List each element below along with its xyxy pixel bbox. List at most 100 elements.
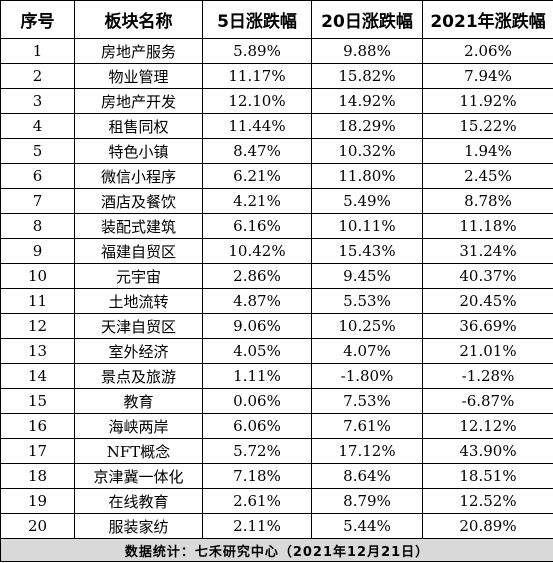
cell-sector-name: 元宇宙	[74, 263, 203, 289]
cell-2021-change: 15.22%	[422, 113, 553, 139]
cell-20day-change: 9.45%	[311, 263, 423, 289]
cell-5day-change: 5.72%	[202, 438, 312, 464]
table-body: 1 房地产服务 5.89% 9.88% 2.06% 2 物业管理 11.17% 15.82% 7.…	[0, 38, 553, 539]
cell-2021-change: -6.87%	[422, 388, 553, 414]
cell-20day-change: 10.32%	[311, 138, 423, 164]
cell-20day-change: 10.11%	[311, 213, 423, 239]
cell-20day-change: -1.80%	[311, 363, 423, 389]
table-row: 8 装配式建筑 6.16% 10.11% 11.18%	[0, 213, 553, 239]
table-row: 17 NFT概念 5.72% 17.12% 43.90%	[0, 438, 553, 464]
cell-sector-name: 海峡两岸	[74, 413, 203, 439]
cell-sector-name: 在线教育	[74, 488, 203, 514]
cell-2021-change: 7.94%	[422, 63, 553, 89]
cell-2021-change: 11.92%	[422, 88, 553, 114]
cell-index: 8	[0, 213, 75, 239]
cell-sector-name: 房地产开发	[74, 88, 203, 114]
cell-5day-change: 12.10%	[202, 88, 312, 114]
cell-2021-change: 2.45%	[422, 163, 553, 189]
cell-2021-change: -1.28%	[422, 363, 553, 389]
cell-sector-name: 景点及旅游	[74, 363, 203, 389]
cell-index: 5	[0, 138, 75, 164]
cell-2021-change: 12.12%	[422, 413, 553, 439]
cell-2021-change: 43.90%	[422, 438, 553, 464]
table-row: 3 房地产开发 12.10% 14.92% 11.92%	[0, 88, 553, 114]
cell-index: 1	[0, 38, 75, 64]
cell-index: 13	[0, 338, 75, 364]
table-row: 20 服装家纺 2.11% 5.44% 20.89%	[0, 513, 553, 539]
cell-20day-change: 15.43%	[311, 238, 423, 264]
cell-5day-change: 4.05%	[202, 338, 312, 364]
cell-sector-name: 福建自贸区	[74, 238, 203, 264]
cell-20day-change: 8.79%	[311, 488, 423, 514]
cell-5day-change: 1.11%	[202, 363, 312, 389]
cell-index: 11	[0, 288, 75, 314]
cell-sector-name: 酒店及餐饮	[74, 188, 203, 214]
cell-2021-change: 11.18%	[422, 213, 553, 239]
cell-5day-change: 2.11%	[202, 513, 312, 539]
table-row: 18 京津冀一体化 7.18% 8.64% 18.51%	[0, 463, 553, 489]
cell-index: 20	[0, 513, 75, 539]
cell-5day-change: 4.21%	[202, 188, 312, 214]
data-source-note: 数据统计：七禾研究中心（2021年12月21日）	[0, 538, 553, 562]
cell-2021-change: 36.69%	[422, 313, 553, 339]
cell-index: 10	[0, 263, 75, 289]
cell-sector-name: 服装家纺	[74, 513, 203, 539]
cell-index: 2	[0, 63, 75, 89]
table-row: 1 房地产服务 5.89% 9.88% 2.06%	[0, 38, 553, 64]
table-row: 5 特色小镇 8.47% 10.32% 1.94%	[0, 138, 553, 164]
cell-index: 15	[0, 388, 75, 414]
table-row: 6 微信小程序 6.21% 11.80% 2.45%	[0, 163, 553, 189]
cell-index: 17	[0, 438, 75, 464]
header-index: 序号	[0, 0, 75, 39]
cell-sector-name: 天津自贸区	[74, 313, 203, 339]
cell-5day-change: 2.61%	[202, 488, 312, 514]
cell-sector-name: 土地流转	[74, 288, 203, 314]
cell-2021-change: 40.37%	[422, 263, 553, 289]
table-row: 19 在线教育 2.61% 8.79% 12.52%	[0, 488, 553, 514]
cell-20day-change: 8.64%	[311, 463, 423, 489]
header-row: 序号 板块名称 5日涨跌幅 20日涨跌幅 2021年涨跌幅	[0, 0, 553, 39]
cell-5day-change: 2.86%	[202, 263, 312, 289]
cell-sector-name: 教育	[74, 388, 203, 414]
cell-2021-change: 2.06%	[422, 38, 553, 64]
cell-sector-name: 京津冀一体化	[74, 463, 203, 489]
cell-5day-change: 11.44%	[202, 113, 312, 139]
header-2021-change: 2021年涨跌幅	[422, 0, 553, 39]
cell-sector-name: 装配式建筑	[74, 213, 203, 239]
cell-20day-change: 14.92%	[311, 88, 423, 114]
table-row: 11 土地流转 4.87% 5.53% 20.45%	[0, 288, 553, 314]
footer-row: 数据统计：七禾研究中心（2021年12月21日）	[0, 538, 553, 562]
cell-index: 6	[0, 163, 75, 189]
cell-20day-change: 17.12%	[311, 438, 423, 464]
cell-2021-change: 20.45%	[422, 288, 553, 314]
table-row: 4 租售同权 11.44% 18.29% 15.22%	[0, 113, 553, 139]
cell-2021-change: 20.89%	[422, 513, 553, 539]
cell-20day-change: 5.53%	[311, 288, 423, 314]
cell-sector-name: 房地产服务	[74, 38, 203, 64]
cell-2021-change: 1.94%	[422, 138, 553, 164]
table-row: 9 福建自贸区 10.42% 15.43% 31.24%	[0, 238, 553, 264]
cell-2021-change: 31.24%	[422, 238, 553, 264]
cell-5day-change: 6.16%	[202, 213, 312, 239]
cell-sector-name: NFT概念	[74, 438, 203, 464]
cell-5day-change: 4.87%	[202, 288, 312, 314]
cell-2021-change: 18.51%	[422, 463, 553, 489]
cell-20day-change: 15.82%	[311, 63, 423, 89]
cell-5day-change: 9.06%	[202, 313, 312, 339]
cell-2021-change: 12.52%	[422, 488, 553, 514]
cell-index: 4	[0, 113, 75, 139]
cell-5day-change: 0.06%	[202, 388, 312, 414]
table-row: 2 物业管理 11.17% 15.82% 7.94%	[0, 63, 553, 89]
cell-20day-change: 4.07%	[311, 338, 423, 364]
cell-5day-change: 8.47%	[202, 138, 312, 164]
cell-index: 14	[0, 363, 75, 389]
cell-sector-name: 微信小程序	[74, 163, 203, 189]
cell-5day-change: 7.18%	[202, 463, 312, 489]
cell-index: 19	[0, 488, 75, 514]
table-row: 10 元宇宙 2.86% 9.45% 40.37%	[0, 263, 553, 289]
cell-20day-change: 18.29%	[311, 113, 423, 139]
cell-5day-change: 10.42%	[202, 238, 312, 264]
cell-20day-change: 11.80%	[311, 163, 423, 189]
cell-20day-change: 5.49%	[311, 188, 423, 214]
